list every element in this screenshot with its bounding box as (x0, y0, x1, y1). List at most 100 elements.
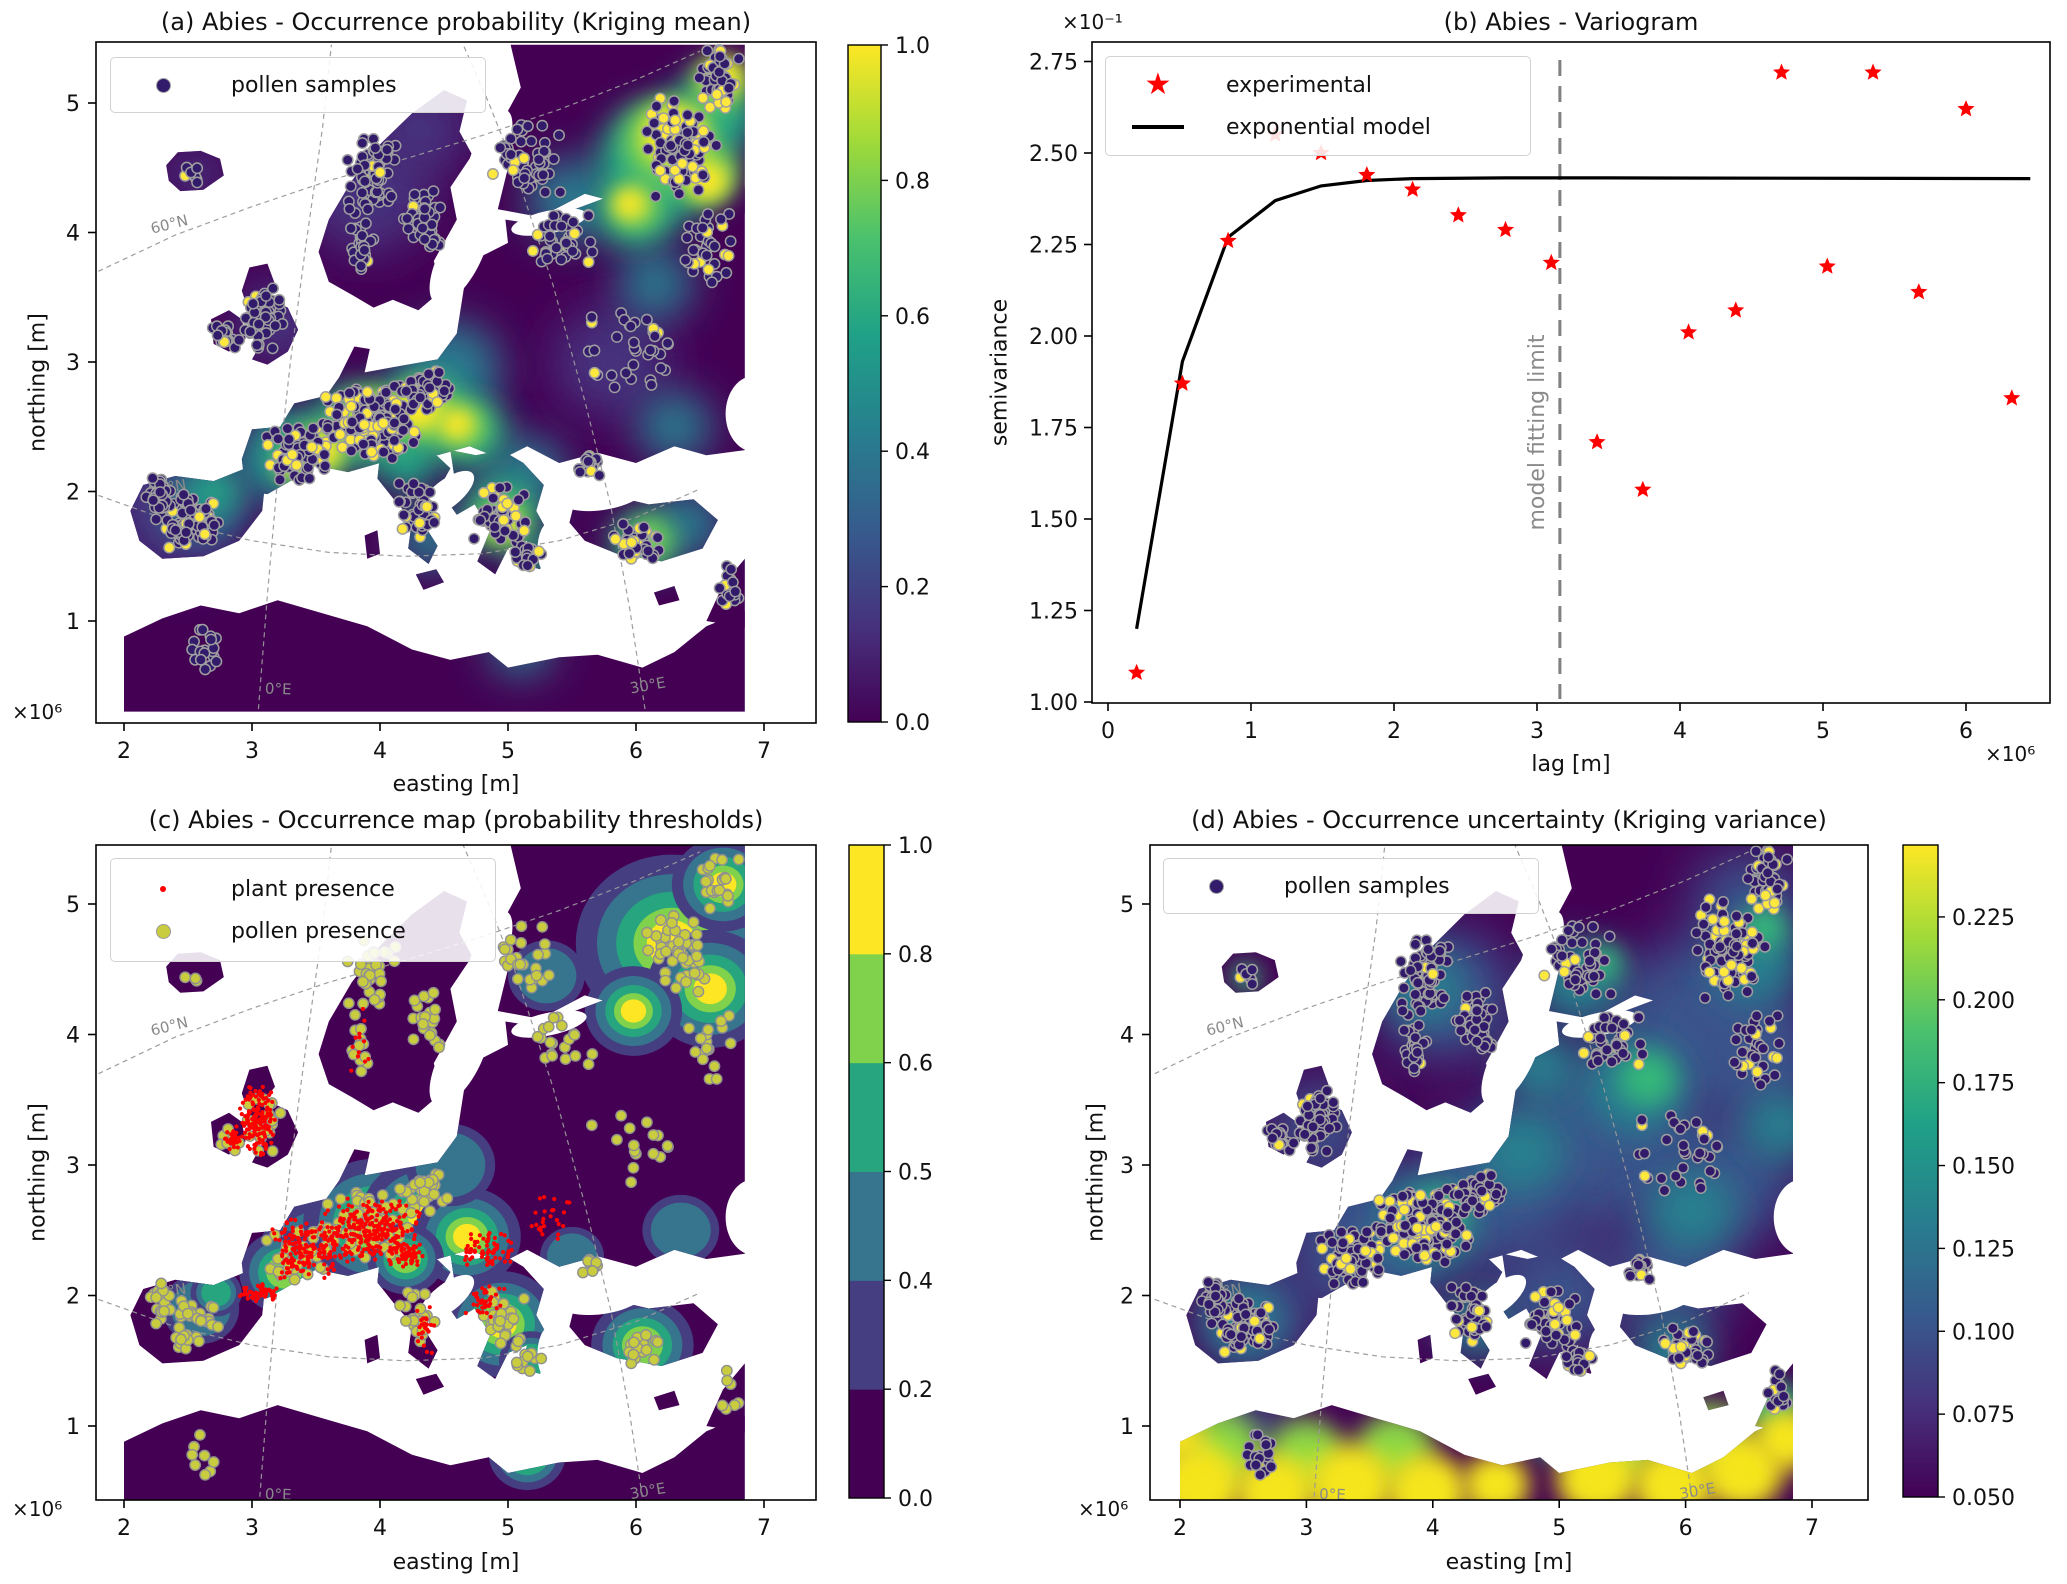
svg-text:0.8: 0.8 (895, 169, 930, 194)
svg-text:2: 2 (1173, 1516, 1187, 1541)
sample-dots (144, 852, 745, 1481)
panel-a-axis-offset: ×10⁶ (12, 700, 63, 724)
svg-text:60°N: 60°N (149, 1013, 190, 1040)
svg-text:1.75: 1.75 (1029, 417, 1078, 442)
svg-text:1: 1 (66, 610, 80, 635)
svg-text:6: 6 (629, 739, 643, 764)
svg-text:0.175: 0.175 (1952, 1072, 2015, 1097)
panel-b-legend: ★ experimental exponential model (1105, 56, 1531, 156)
svg-text:0.100: 0.100 (1952, 1320, 2015, 1345)
svg-text:1.00: 1.00 (1029, 691, 1078, 716)
svg-text:5: 5 (66, 893, 80, 918)
panel-a-colorbar (847, 44, 882, 723)
svg-text:60°N: 60°N (1204, 1013, 1245, 1040)
panel-a-xlabel: easting [m] (392, 772, 520, 797)
panel-c-title: (c) Abies - Occurrence map (probability … (148, 806, 764, 834)
svg-text:30°E: 30°E (1678, 1479, 1717, 1503)
legend-label: pollen samples (1284, 873, 1450, 899)
experimental-marker-icon: ★ (1144, 67, 1172, 102)
svg-text:0.150: 0.150 (1952, 1155, 2015, 1180)
legend-label: experimental (1226, 72, 1372, 98)
svg-text:4: 4 (1673, 719, 1687, 744)
svg-text:30°E: 30°E (628, 673, 667, 697)
svg-text:5: 5 (1552, 1516, 1566, 1541)
svg-text:0.6: 0.6 (895, 305, 930, 330)
svg-text:1.25: 1.25 (1029, 600, 1078, 625)
pollen-samples-marker-icon (1190, 878, 1242, 894)
panel-d-axis-offset: ×10⁶ (1078, 1497, 1129, 1521)
panel-d-legend: pollen samples (1163, 858, 1539, 914)
svg-text:2: 2 (66, 481, 80, 506)
panel-c-legend: plant presence pollen presence (110, 858, 496, 962)
svg-text:2: 2 (117, 1516, 131, 1541)
svg-text:30°E: 30°E (628, 1479, 667, 1503)
svg-text:4: 4 (66, 1024, 80, 1049)
svg-text:2: 2 (1120, 1285, 1134, 1310)
svg-text:3: 3 (66, 351, 80, 376)
legend-label: pollen samples (231, 72, 397, 98)
pollen-samples-marker-icon (137, 77, 189, 93)
colorbar-segment (849, 1389, 884, 1499)
svg-text:2.00: 2.00 (1029, 325, 1078, 350)
colorbar-segment (849, 953, 884, 1064)
panel-d-colorbar (1902, 844, 1939, 1498)
svg-text:3: 3 (1299, 1516, 1313, 1541)
svg-text:4: 4 (66, 222, 80, 247)
svg-text:5: 5 (501, 1516, 515, 1541)
svg-text:0.5: 0.5 (898, 1161, 933, 1186)
svg-text:0.200: 0.200 (1952, 989, 2015, 1014)
panel-d-title: (d) Abies - Occurrence uncertainty (Krig… (1191, 806, 1827, 834)
svg-text:0.2: 0.2 (895, 576, 930, 601)
svg-text:1.0: 1.0 (898, 834, 933, 859)
svg-text:0.6: 0.6 (898, 1052, 933, 1077)
panel-b-title: (b) Abies - Variogram (1443, 8, 1699, 36)
pollen-presence-marker-icon (137, 923, 189, 939)
legend-row: pollen samples (137, 68, 467, 102)
svg-text:1.50: 1.50 (1029, 508, 1078, 533)
panel-b-ylabel: semivariance (987, 298, 1013, 447)
panel-b-xlabel: lag [m] (1531, 752, 1611, 777)
svg-text:60°N: 60°N (149, 211, 190, 238)
svg-text:5: 5 (66, 92, 80, 117)
panel-a-title: (a) Abies - Occurrence probability (Krig… (160, 8, 752, 36)
svg-text:6: 6 (1959, 719, 1973, 744)
svg-text:model fitting limit: model fitting limit (1525, 334, 1550, 530)
svg-text:0.0: 0.0 (898, 1487, 933, 1512)
svg-text:4: 4 (1426, 1516, 1440, 1541)
svg-text:2.75: 2.75 (1029, 51, 1078, 76)
svg-text:4: 4 (373, 1516, 387, 1541)
panel-c-ylabel: northing [m] (25, 1103, 51, 1242)
svg-text:3: 3 (1120, 1154, 1134, 1179)
panel-d-map: 60°N40°N0°E30°E (1154, 845, 1831, 1503)
legend-row: ★ experimental (1132, 68, 1512, 102)
svg-text:0.8: 0.8 (898, 943, 933, 968)
svg-text:4: 4 (373, 739, 387, 764)
legend-row: plant presence (137, 872, 477, 906)
model-line-marker-icon (1132, 125, 1184, 129)
svg-text:7: 7 (757, 1516, 771, 1541)
svg-text:4: 4 (1120, 1024, 1134, 1049)
colorbar-segment (849, 1171, 884, 1281)
svg-text:0.4: 0.4 (898, 1269, 933, 1294)
svg-text:0.075: 0.075 (1952, 1403, 2015, 1428)
sample-dots (1196, 845, 1794, 1481)
legend-row: pollen samples (1190, 869, 1520, 903)
panel-c-axis-offset: ×10⁶ (12, 1497, 63, 1521)
svg-text:2.25: 2.25 (1029, 234, 1078, 259)
svg-text:6: 6 (629, 1516, 643, 1541)
svg-text:0°E: 0°E (265, 680, 292, 699)
svg-text:1: 1 (1244, 719, 1258, 744)
colorbar-segment (849, 845, 884, 955)
svg-text:5: 5 (1120, 893, 1134, 918)
svg-text:0.050: 0.050 (1952, 1486, 2015, 1511)
svg-text:3: 3 (245, 1516, 259, 1541)
svg-text:0.0: 0.0 (895, 711, 930, 736)
svg-text:6: 6 (1679, 1516, 1693, 1541)
svg-text:5: 5 (1816, 719, 1830, 744)
legend-label: pollen presence (231, 918, 406, 944)
colorbar-segment (849, 1062, 884, 1172)
svg-text:3: 3 (1530, 719, 1544, 744)
svg-text:2: 2 (117, 739, 131, 764)
